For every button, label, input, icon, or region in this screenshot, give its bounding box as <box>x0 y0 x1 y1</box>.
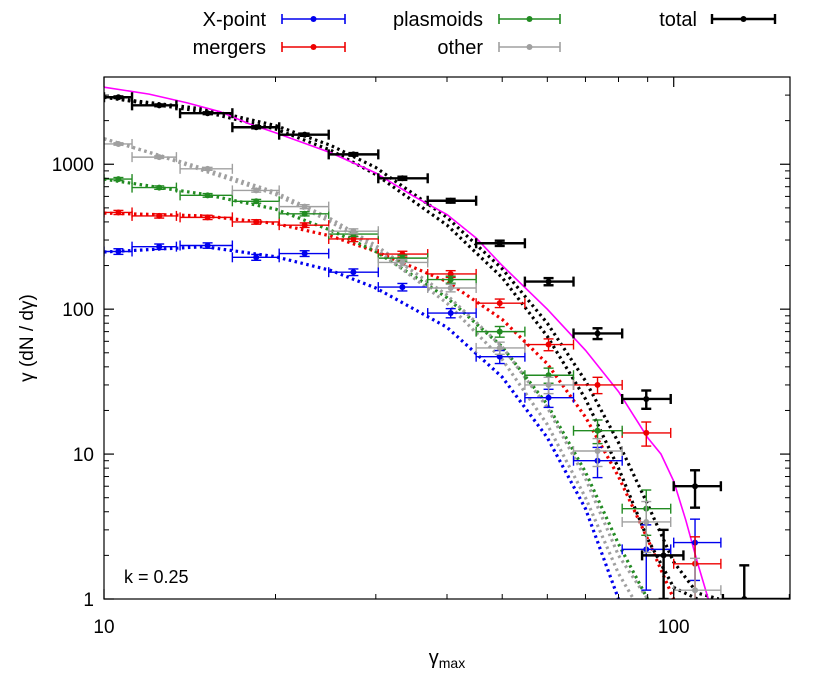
data-point-X-point-marker <box>496 353 503 360</box>
data-point-mergers-marker <box>115 209 122 216</box>
data-point-other-marker <box>156 154 163 161</box>
data-point-total-marker <box>399 175 406 182</box>
fit-line-other <box>104 137 635 599</box>
data-point-mergers-marker <box>253 218 260 225</box>
data-point-other-marker <box>496 344 503 351</box>
data-point-X-point-marker <box>301 250 308 257</box>
legend-label-total: total <box>659 9 697 31</box>
data-point-total-marker <box>447 197 454 204</box>
legend-marker-other <box>526 44 533 50</box>
y-tick-label: 1000 <box>52 155 94 176</box>
annotation: k = 0.25 <box>124 567 189 587</box>
fit-line-total <box>104 95 720 599</box>
data-point-plasmoids-marker <box>115 176 122 183</box>
legend-marker-X-point <box>310 16 317 22</box>
data-point-other-marker <box>253 187 260 194</box>
series-other <box>104 138 722 599</box>
data-point-X-point-marker <box>156 243 163 250</box>
fit-line-mergers <box>104 211 676 599</box>
data-point-plasmoids-marker <box>594 427 601 434</box>
data-point-X-point-marker <box>204 242 211 249</box>
data-point-plasmoids-marker <box>253 198 260 205</box>
fit-line-plasmoids <box>104 177 650 599</box>
fit-curves <box>104 95 720 599</box>
legend-marker-total <box>740 16 747 22</box>
data-point-total-marker <box>204 110 211 117</box>
data-point-other-marker <box>350 228 357 235</box>
data-point-total-marker <box>643 395 650 402</box>
data-point-plasmoids-marker <box>156 184 163 191</box>
legend: X-point mergers plasmoids other total <box>193 9 777 59</box>
data-point-total-marker <box>594 330 601 337</box>
series-X-point <box>104 240 722 591</box>
data-point-other-marker <box>594 448 601 455</box>
y-axis-label: γ (dN / dγ) <box>17 294 38 382</box>
y-tick-label: 1 <box>83 590 94 611</box>
data-point-mergers-marker <box>496 300 503 307</box>
legend-label-other: other <box>437 37 483 59</box>
series-plasmoids <box>104 174 672 537</box>
data-point-total-marker <box>350 151 357 158</box>
data-point-X-point-marker <box>350 269 357 276</box>
data-point-plasmoids-marker <box>447 276 454 283</box>
data-points <box>104 92 790 599</box>
data-point-mergers-marker <box>350 235 357 242</box>
data-point-X-point-marker <box>399 284 406 291</box>
reference-line <box>104 86 710 599</box>
x-axis-label-sub: max <box>439 655 465 671</box>
data-point-other-marker <box>643 518 650 525</box>
series-mergers <box>104 207 722 599</box>
legend-marker-mergers <box>310 44 317 50</box>
data-point-plasmoids-marker <box>204 192 211 199</box>
data-point-total-marker <box>692 483 699 490</box>
legend-marker-plasmoids <box>526 16 533 22</box>
x-axis-label: γmax <box>429 647 465 671</box>
fit-line-X-point <box>104 245 621 599</box>
data-point-other-marker <box>399 259 406 266</box>
legend-label-plasmoids: plasmoids <box>393 9 483 31</box>
y-tick-label: 100 <box>62 300 94 321</box>
data-point-total-marker <box>545 278 552 285</box>
data-point-total-marker <box>301 131 308 138</box>
data-point-total-marker <box>156 102 163 109</box>
fit-line-other <box>104 137 649 599</box>
y-tick-label: 10 <box>73 445 94 466</box>
data-point-X-point-marker <box>115 248 122 255</box>
data-point-other-marker <box>204 165 211 172</box>
data-point-mergers-marker <box>204 214 211 221</box>
fit-line-total <box>104 95 699 599</box>
data-point-mergers-marker <box>156 212 163 219</box>
data-point-plasmoids-marker <box>301 210 308 217</box>
data-point-total-marker <box>496 240 503 247</box>
reference-curve <box>104 86 710 599</box>
data-point-plasmoids-marker <box>496 328 503 335</box>
data-point-other-marker <box>692 587 699 594</box>
data-point-total-marker <box>741 596 748 599</box>
axis-ticks: 10 100 1 10 100 1000 <box>52 76 790 638</box>
data-point-total-marker <box>115 94 122 101</box>
data-point-mergers-marker <box>643 429 650 436</box>
data-point-other-marker <box>301 203 308 210</box>
data-point-other-marker <box>447 284 454 291</box>
series-total <box>104 92 790 599</box>
data-point-mergers-marker <box>594 381 601 388</box>
data-point-other-marker <box>115 140 122 147</box>
data-point-other-marker <box>545 381 552 388</box>
data-point-mergers-marker <box>301 222 308 229</box>
legend-label-X-point: X-point <box>203 9 267 31</box>
data-point-mergers-marker <box>545 341 552 348</box>
plot-frame <box>103 76 791 600</box>
x-tick-label: 10 <box>93 617 114 638</box>
legend-label-mergers: mergers <box>193 37 266 59</box>
data-point-X-point-marker <box>545 394 552 401</box>
data-point-mergers-marker <box>447 270 454 277</box>
data-point-X-point-marker <box>447 310 454 317</box>
data-point-total-marker <box>253 124 260 131</box>
data-point-total-marker <box>660 552 667 559</box>
x-axis-label-main: γ <box>429 647 439 669</box>
data-point-X-point-marker <box>253 254 260 261</box>
x-tick-label: 100 <box>658 617 690 638</box>
